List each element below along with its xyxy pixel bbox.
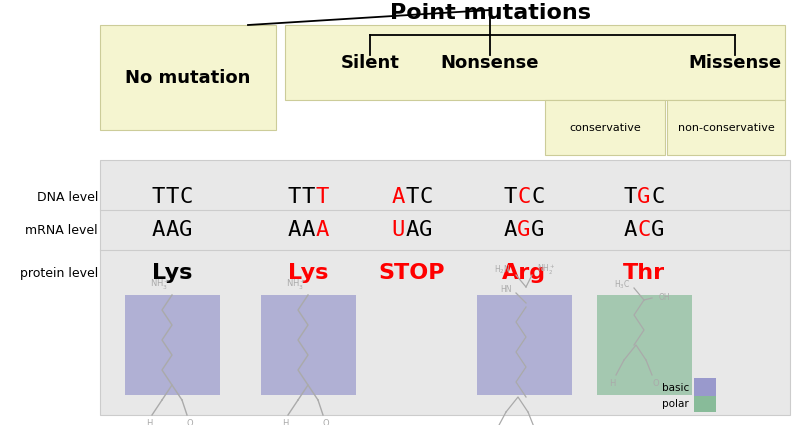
Text: NH$_3^+$: NH$_3^+$	[286, 278, 306, 292]
Text: OH: OH	[658, 292, 670, 301]
Text: Arg: Arg	[502, 263, 546, 283]
Text: C: C	[419, 187, 433, 207]
Text: Silent: Silent	[341, 54, 399, 72]
Text: basic: basic	[662, 383, 689, 393]
Text: H: H	[609, 379, 615, 388]
FancyBboxPatch shape	[597, 295, 692, 395]
Text: C: C	[531, 187, 545, 207]
Text: C: C	[638, 220, 650, 240]
Text: protein level: protein level	[20, 266, 98, 280]
FancyBboxPatch shape	[667, 100, 785, 155]
Text: A: A	[391, 187, 405, 207]
FancyBboxPatch shape	[545, 100, 665, 155]
Text: polar: polar	[662, 399, 689, 409]
Text: T: T	[302, 187, 314, 207]
Text: T: T	[151, 187, 165, 207]
Text: G: G	[518, 220, 530, 240]
Text: NH$_3^+$: NH$_3^+$	[150, 278, 170, 292]
Text: STOP: STOP	[378, 263, 446, 283]
Text: G: G	[419, 220, 433, 240]
Text: U: U	[391, 220, 405, 240]
Text: A: A	[287, 220, 301, 240]
Text: H$_3$C: H$_3$C	[614, 279, 630, 291]
Text: O: O	[186, 419, 194, 425]
Text: Point mutations: Point mutations	[390, 3, 590, 23]
Text: Nonsense: Nonsense	[441, 54, 539, 72]
Text: C: C	[179, 187, 193, 207]
Text: mRNA level: mRNA level	[26, 224, 98, 236]
Text: NH$_2^+$: NH$_2^+$	[537, 263, 555, 277]
Text: O: O	[322, 419, 330, 425]
Text: T: T	[287, 187, 301, 207]
Text: G: G	[531, 220, 545, 240]
Text: H: H	[146, 419, 152, 425]
Text: A: A	[623, 220, 637, 240]
Text: H: H	[282, 419, 288, 425]
Text: T: T	[315, 187, 329, 207]
Text: DNA level: DNA level	[37, 190, 98, 204]
Text: No mutation: No mutation	[126, 69, 250, 87]
Text: Thr: Thr	[623, 263, 665, 283]
FancyBboxPatch shape	[694, 396, 716, 412]
Text: H$_2$N: H$_2$N	[494, 264, 510, 276]
Text: A: A	[166, 220, 178, 240]
Text: A: A	[406, 220, 418, 240]
Text: HN: HN	[500, 286, 512, 295]
FancyBboxPatch shape	[477, 295, 572, 395]
Text: non-conservative: non-conservative	[678, 123, 774, 133]
FancyBboxPatch shape	[694, 378, 716, 396]
Text: A: A	[151, 220, 165, 240]
Text: T: T	[623, 187, 637, 207]
Text: C: C	[651, 187, 665, 207]
Text: G: G	[651, 220, 665, 240]
Text: C: C	[518, 187, 530, 207]
FancyBboxPatch shape	[125, 295, 220, 395]
Text: G: G	[638, 187, 650, 207]
FancyBboxPatch shape	[100, 160, 790, 415]
FancyBboxPatch shape	[285, 25, 785, 100]
Text: O: O	[653, 379, 659, 388]
Text: G: G	[179, 220, 193, 240]
Text: conservative: conservative	[569, 123, 641, 133]
Text: T: T	[166, 187, 178, 207]
Text: Lys: Lys	[152, 263, 192, 283]
FancyBboxPatch shape	[261, 295, 356, 395]
Text: T: T	[406, 187, 418, 207]
Text: A: A	[315, 220, 329, 240]
Text: Lys: Lys	[288, 263, 328, 283]
Text: A: A	[302, 220, 314, 240]
Text: Missense: Missense	[689, 54, 782, 72]
Text: T: T	[503, 187, 517, 207]
Text: A: A	[503, 220, 517, 240]
FancyBboxPatch shape	[100, 25, 276, 130]
